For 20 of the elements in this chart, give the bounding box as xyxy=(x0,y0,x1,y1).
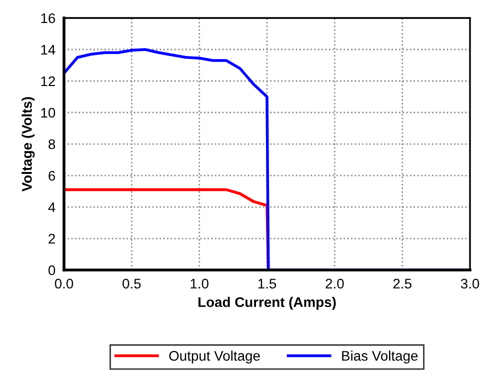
x-axis-title: Load Current (Amps) xyxy=(198,296,336,310)
y-axis-title: Voltage (Volts) xyxy=(22,97,35,192)
y-tick-label: 10 xyxy=(41,108,56,118)
legend-label: Bias Voltage xyxy=(342,350,418,364)
x-tick-label: 0.5 xyxy=(122,278,141,289)
y-tick-label: 8 xyxy=(48,139,56,150)
legend-label: Output Voltage xyxy=(169,350,260,364)
y-tick-label: 12 xyxy=(41,76,55,86)
y-tick-label: 6 xyxy=(48,170,56,181)
y-tick-label: 2 xyxy=(48,234,55,244)
x-tick-label: 2.0 xyxy=(326,278,344,289)
x-tick-label: 2.5 xyxy=(393,278,412,289)
x-tick-label: 3.0 xyxy=(460,278,480,289)
y-tick-label: 0 xyxy=(48,265,56,276)
y-tick-label: 4 xyxy=(48,202,56,212)
x-tick-label: 1.5 xyxy=(258,278,276,289)
y-tick-label: 14 xyxy=(41,44,56,55)
y-tick-label: 16 xyxy=(41,13,56,24)
x-tick-label: 1.0 xyxy=(190,278,208,289)
x-tick-label: 0.0 xyxy=(54,278,74,289)
